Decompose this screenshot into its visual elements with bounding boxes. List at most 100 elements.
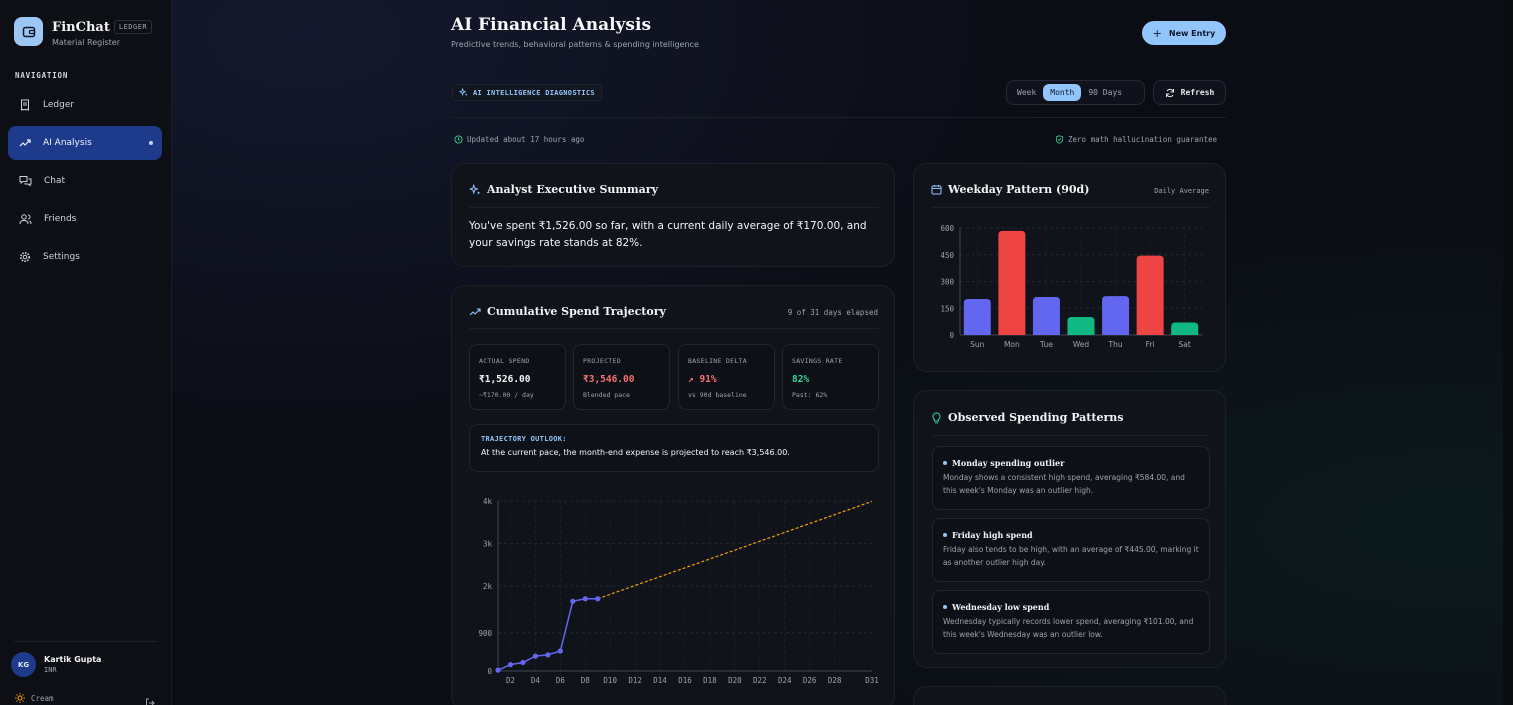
nav-item-ledger[interactable]: Ledger <box>8 88 162 122</box>
refresh-icon <box>1165 88 1174 97</box>
stat-sub: Past: 62% <box>792 391 828 399</box>
stat-value: ↗ 91% <box>688 374 717 385</box>
sun-icon <box>15 693 25 703</box>
new-entry-button[interactable]: + New Entry <box>1142 21 1226 45</box>
sparkles-icon <box>469 183 481 195</box>
lightbulb-icon <box>932 411 941 423</box>
bar-wed <box>1067 316 1095 335</box>
guarantee-status: Zero math hallucination guarantee <box>1055 135 1217 144</box>
summary-title: Analyst Executive Summary <box>469 183 658 196</box>
y-tick-label: 600 <box>940 224 954 233</box>
y-tick-label: 300 <box>940 278 954 287</box>
card-divider <box>469 328 879 329</box>
sidebar: FinChat LEDGER Material Register NAVIGATI… <box>0 0 172 705</box>
weekday-title-text: Weekday Pattern (90d) <box>948 183 1090 196</box>
data-point <box>520 659 526 666</box>
summary-title-text: Analyst Executive Summary <box>487 183 658 196</box>
trajectory-title: Cumulative Spend Trajectory <box>469 305 666 318</box>
bar-fri <box>1136 255 1164 335</box>
refresh-button[interactable]: Refresh <box>1153 80 1226 105</box>
nav-item-settings[interactable]: Settings <box>8 240 162 274</box>
x-tick-label: Sun <box>970 340 985 349</box>
theme-toggle[interactable]: Cream <box>15 693 54 703</box>
period-90-days[interactable]: 90 Days <box>1088 88 1123 97</box>
stat-baseline-delta: BASELINE DELTA ↗ 91% vs 90d baseline <box>678 344 775 410</box>
stat-actual-spend: ACTUAL SPEND ₹1,526.00 ~₹170.00 / day <box>469 344 566 410</box>
patterns-title-text: Observed Spending Patterns <box>948 411 1124 424</box>
nav-item-friends[interactable]: Friends <box>8 202 162 236</box>
brand-name: FinChat <box>52 20 110 35</box>
pattern-title-text: Monday spending outlier <box>952 458 1065 468</box>
spending-patterns-card: Observed Spending Patterns Monday spendi… <box>913 390 1226 668</box>
x-tick-label: D26 <box>803 676 817 685</box>
guarantee-label: Zero math hallucination guarantee <box>1068 135 1218 144</box>
period-month[interactable]: Month <box>1043 84 1082 101</box>
updated-label: Updated about 17 hours ago <box>467 135 585 144</box>
brand[interactable]: FinChat LEDGER Material Register <box>14 16 153 47</box>
diagnostics-chip: AI INTELLIGENCE DIAGNOSTICS <box>452 84 602 101</box>
pattern-text: Monday shows a consistent high spend, av… <box>943 473 1185 495</box>
nav-label: Settings <box>43 252 80 262</box>
pattern-title-text: Wednesday low spend <box>952 602 1050 612</box>
clock-icon <box>454 135 463 144</box>
scrollbar[interactable] <box>1503 0 1513 705</box>
data-point <box>495 667 501 673</box>
nav-item-ai-analysis[interactable]: AI Analysis <box>8 126 162 160</box>
x-tick-label: Sat <box>1179 340 1191 349</box>
period-selector: Week Month 90 Days <box>1006 80 1145 105</box>
active-indicator <box>149 141 153 145</box>
data-point <box>532 653 538 659</box>
data-point <box>570 598 576 604</box>
y-tick-label: 0 <box>487 667 492 676</box>
diagnostics-label: AI INTELLIGENCE DIAGNOSTICS <box>473 88 595 97</box>
user-currency: INR <box>44 666 57 674</box>
x-tick-label: D16 <box>678 676 692 685</box>
period-week[interactable]: Week <box>1017 88 1037 97</box>
logout-icon[interactable] <box>145 693 155 705</box>
card-divider <box>469 207 879 208</box>
pattern-text: Wednesday typically records lower spend,… <box>943 617 1194 639</box>
bar-mon <box>998 230 1026 335</box>
weekday-chart: 0 150 300 450 600 Sun Mon Tue Wed Thu Fri Sat <box>940 224 1202 349</box>
weekday-title: Weekday Pattern (90d) <box>931 183 1089 196</box>
plus-icon: + <box>1152 26 1162 40</box>
new-entry-label: New Entry <box>1168 28 1216 38</box>
trajectory-chart: 0 900 2k 3k 4k D2 D4 D6 D8 D10 D12 D14 D16 D18 D20 D22 D… <box>478 497 878 685</box>
pattern-item: Monday spending outlier Monday shows a c… <box>932 446 1210 510</box>
nav-heading: NAVIGATION <box>15 71 69 80</box>
x-tick-label: D6 <box>556 676 566 685</box>
outlook-text: At the current pace, the month-end expen… <box>481 448 790 457</box>
card-divider <box>931 435 1210 436</box>
x-tick-label: D14 <box>653 676 667 685</box>
x-tick-label: D10 <box>603 676 617 685</box>
y-tick-label: 450 <box>940 251 954 260</box>
trend-icon <box>469 307 481 315</box>
trajectory-title-text: Cumulative Spend Trajectory <box>487 305 666 318</box>
stat-label: PROJECTED <box>583 357 621 365</box>
nav-label: Ledger <box>43 100 75 110</box>
patterns-title: Observed Spending Patterns <box>931 411 1123 424</box>
page-subtitle: Predictive trends, behavioral patterns &… <box>451 40 699 49</box>
x-tick-label: Tue <box>1039 340 1053 349</box>
trajectory-outlook: TRAJECTORY OUTLOOK: At the current pace,… <box>469 424 879 472</box>
bullet-icon <box>943 533 947 537</box>
sparkles-icon <box>459 88 468 97</box>
y-tick-label: 3k <box>483 540 493 549</box>
weekday-pattern-card: Weekday Pattern (90d) Daily Average 0 150… <box>913 163 1226 372</box>
pattern-text: Friday also tends to be high, with an av… <box>943 545 1199 567</box>
stat-projected: PROJECTED ₹3,546.00 Blended pace <box>573 344 670 410</box>
avatar: KG <box>11 652 36 677</box>
bullet-icon <box>943 605 947 609</box>
data-point <box>557 648 563 654</box>
bar-tue <box>1032 297 1060 335</box>
x-tick-label: Fri <box>1146 340 1155 349</box>
toolbar-divider <box>451 117 1226 118</box>
data-point <box>582 596 588 602</box>
nav-item-chat[interactable]: Chat <box>8 164 162 198</box>
users-icon <box>19 214 32 225</box>
user-profile[interactable]: KG Kartik Gupta INR <box>11 652 101 677</box>
x-tick-label: D18 <box>703 676 717 685</box>
trend-icon <box>19 139 31 147</box>
x-tick-label: Wed <box>1073 340 1090 349</box>
x-tick-label: Thu <box>1108 340 1123 349</box>
